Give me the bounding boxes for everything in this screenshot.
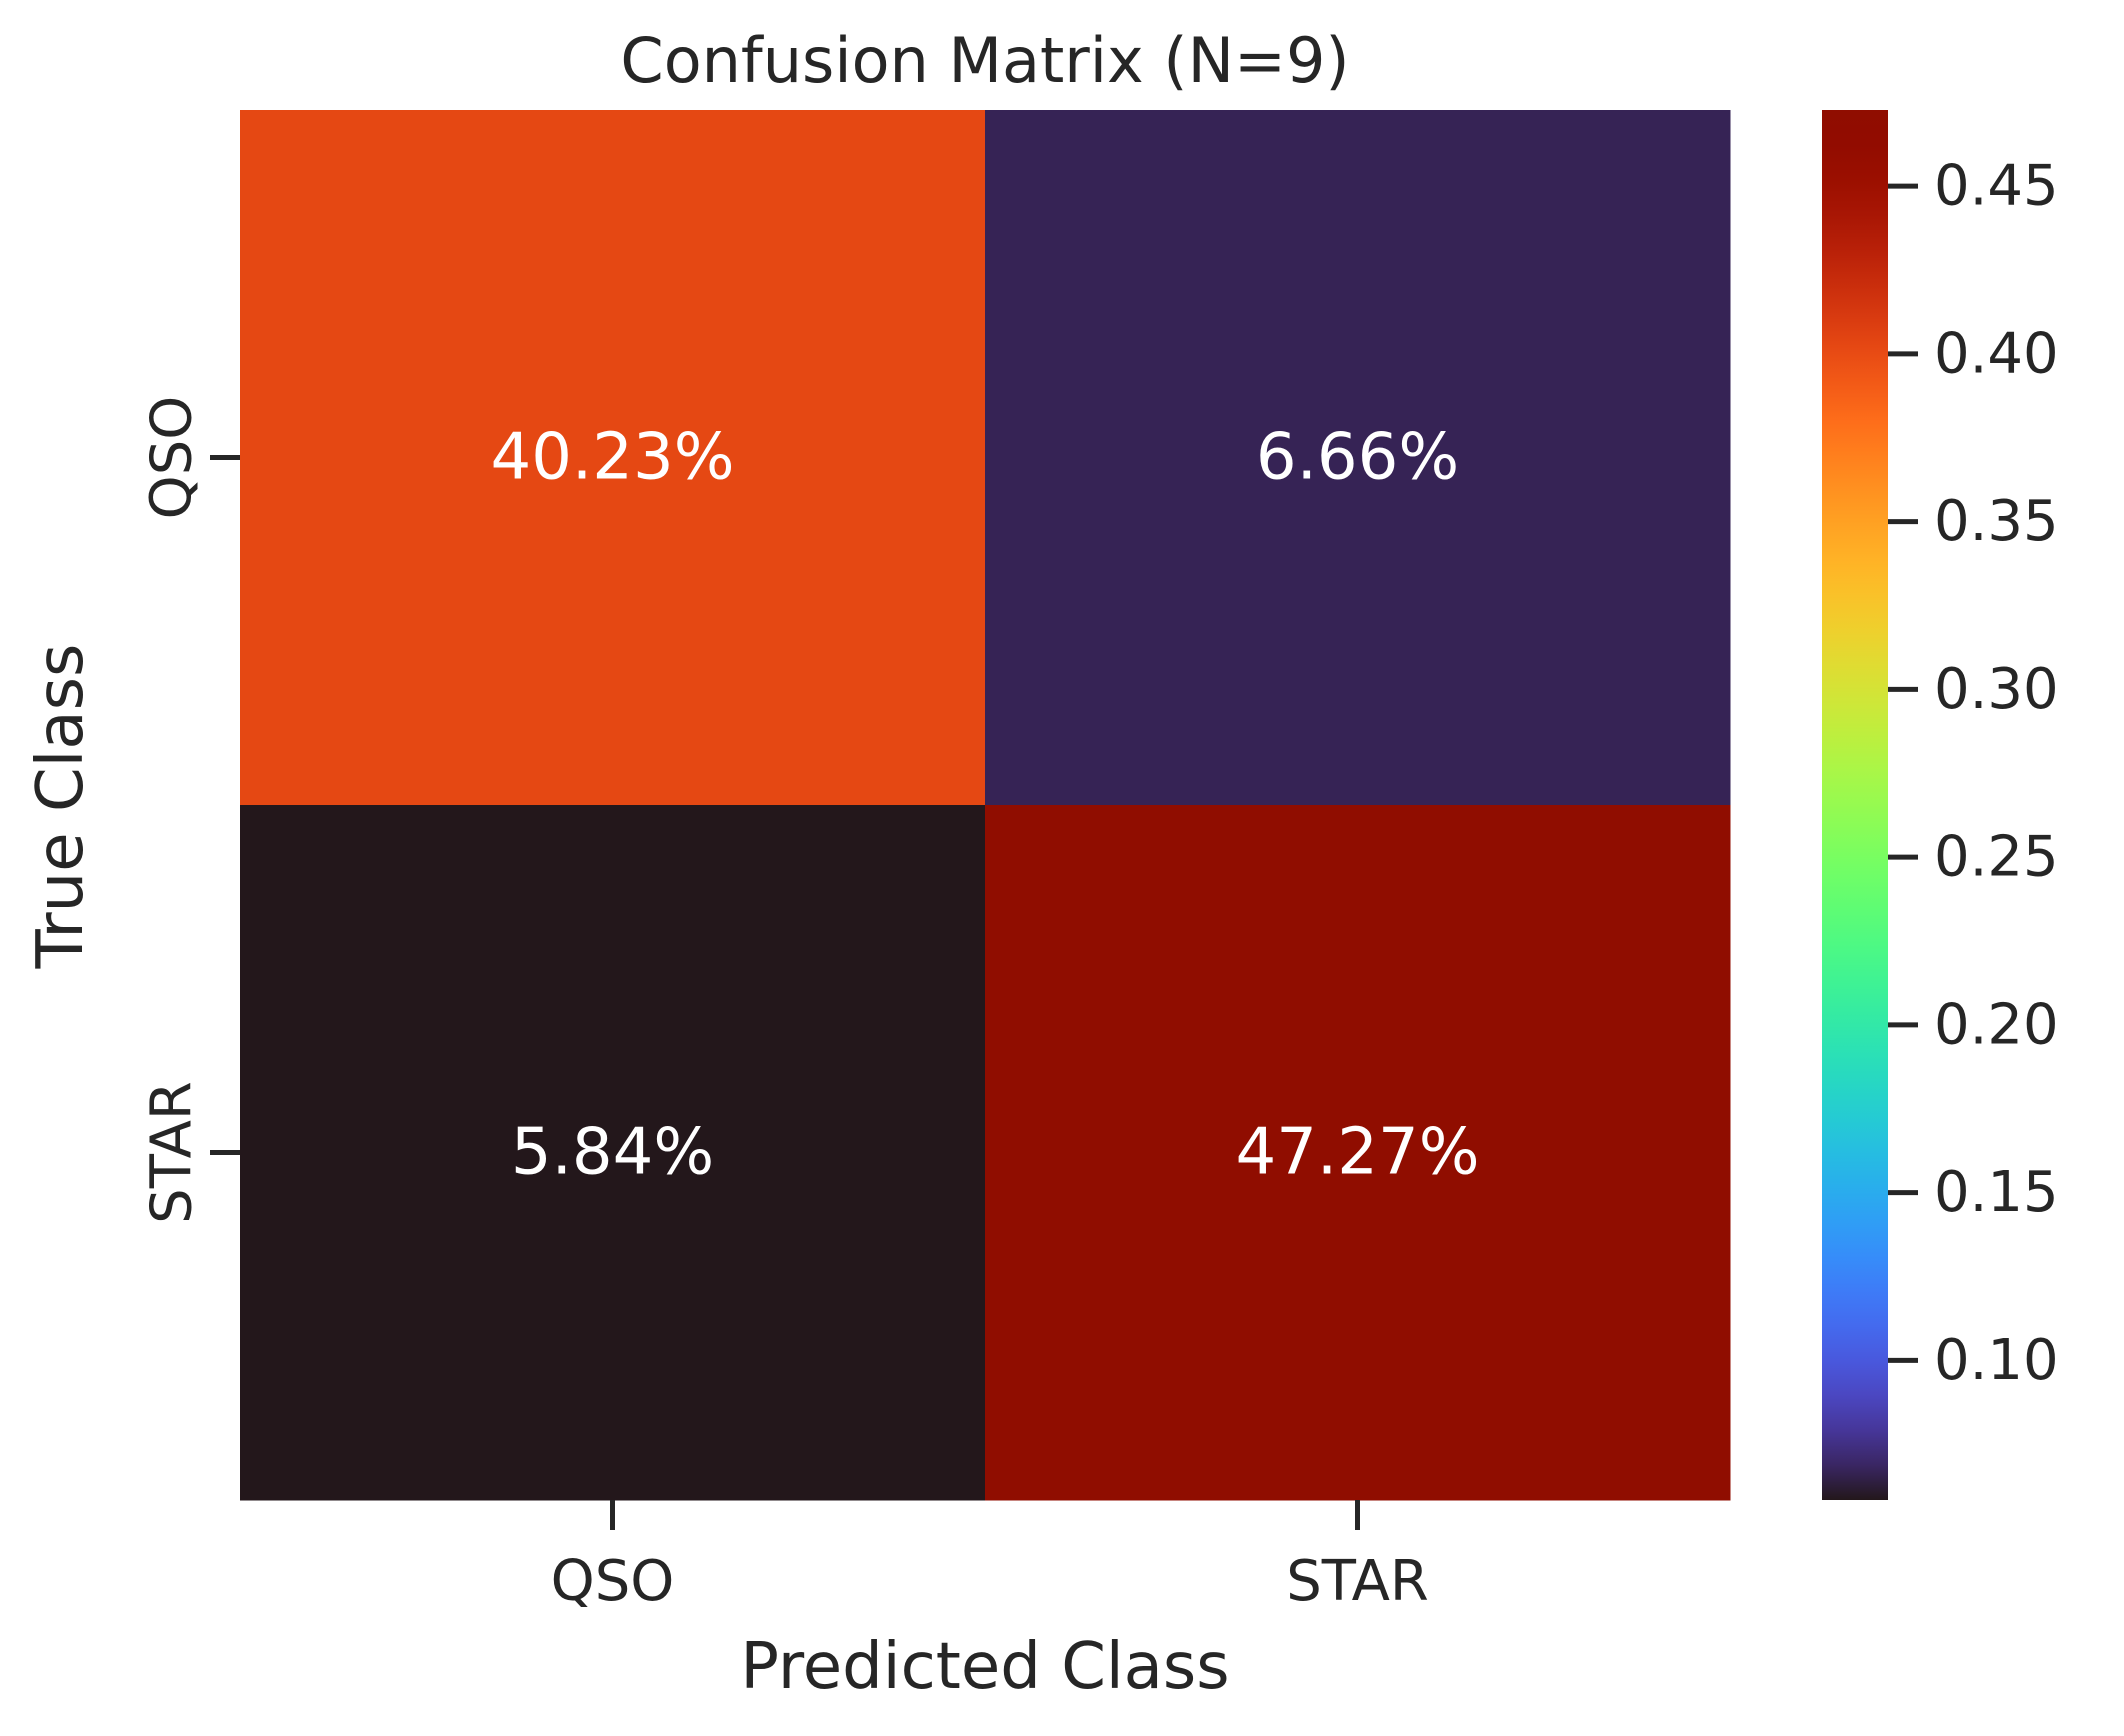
cell-annotation: 5.84% xyxy=(511,1116,714,1190)
colorbar-gradient xyxy=(1822,110,1888,1500)
y-axis: QSO STAR xyxy=(140,396,241,1224)
colorbar-tick-label: 0.35 xyxy=(1934,489,2059,554)
cell-annotation: 6.66% xyxy=(1256,421,1459,495)
colorbar-tick-label: 0.15 xyxy=(1934,1160,2059,1225)
y-tick-label: STAR xyxy=(140,1081,205,1224)
colorbar-tick-label: 0.10 xyxy=(1934,1328,2059,1393)
colorbar: 0.10 0.15 0.20 0.25 0.30 0.35 0.40 0.45 xyxy=(1822,110,2059,1500)
colorbar-tick-label: 0.40 xyxy=(1934,321,2059,386)
x-tick-label: STAR xyxy=(1286,1549,1429,1614)
cell-annotation: 40.23% xyxy=(490,421,734,495)
chart-title: Confusion Matrix (N=9) xyxy=(620,24,1349,97)
y-tick-label: QSO xyxy=(140,396,205,520)
colorbar-tick-label: 0.25 xyxy=(1934,825,2059,890)
cell-annotation: 47.27% xyxy=(1235,1116,1479,1190)
y-axis-label: True Class xyxy=(24,644,98,970)
colorbar-tick-label: 0.20 xyxy=(1934,992,2059,1057)
x-axis-label: Predicted Class xyxy=(740,1630,1229,1704)
x-axis: QSO STAR xyxy=(551,1500,1429,1614)
heatmap-cells xyxy=(240,110,1731,1501)
x-tick-label: QSO xyxy=(551,1549,675,1614)
colorbar-tick-label: 0.30 xyxy=(1934,657,2059,722)
colorbar-tick-label: 0.45 xyxy=(1934,154,2059,219)
